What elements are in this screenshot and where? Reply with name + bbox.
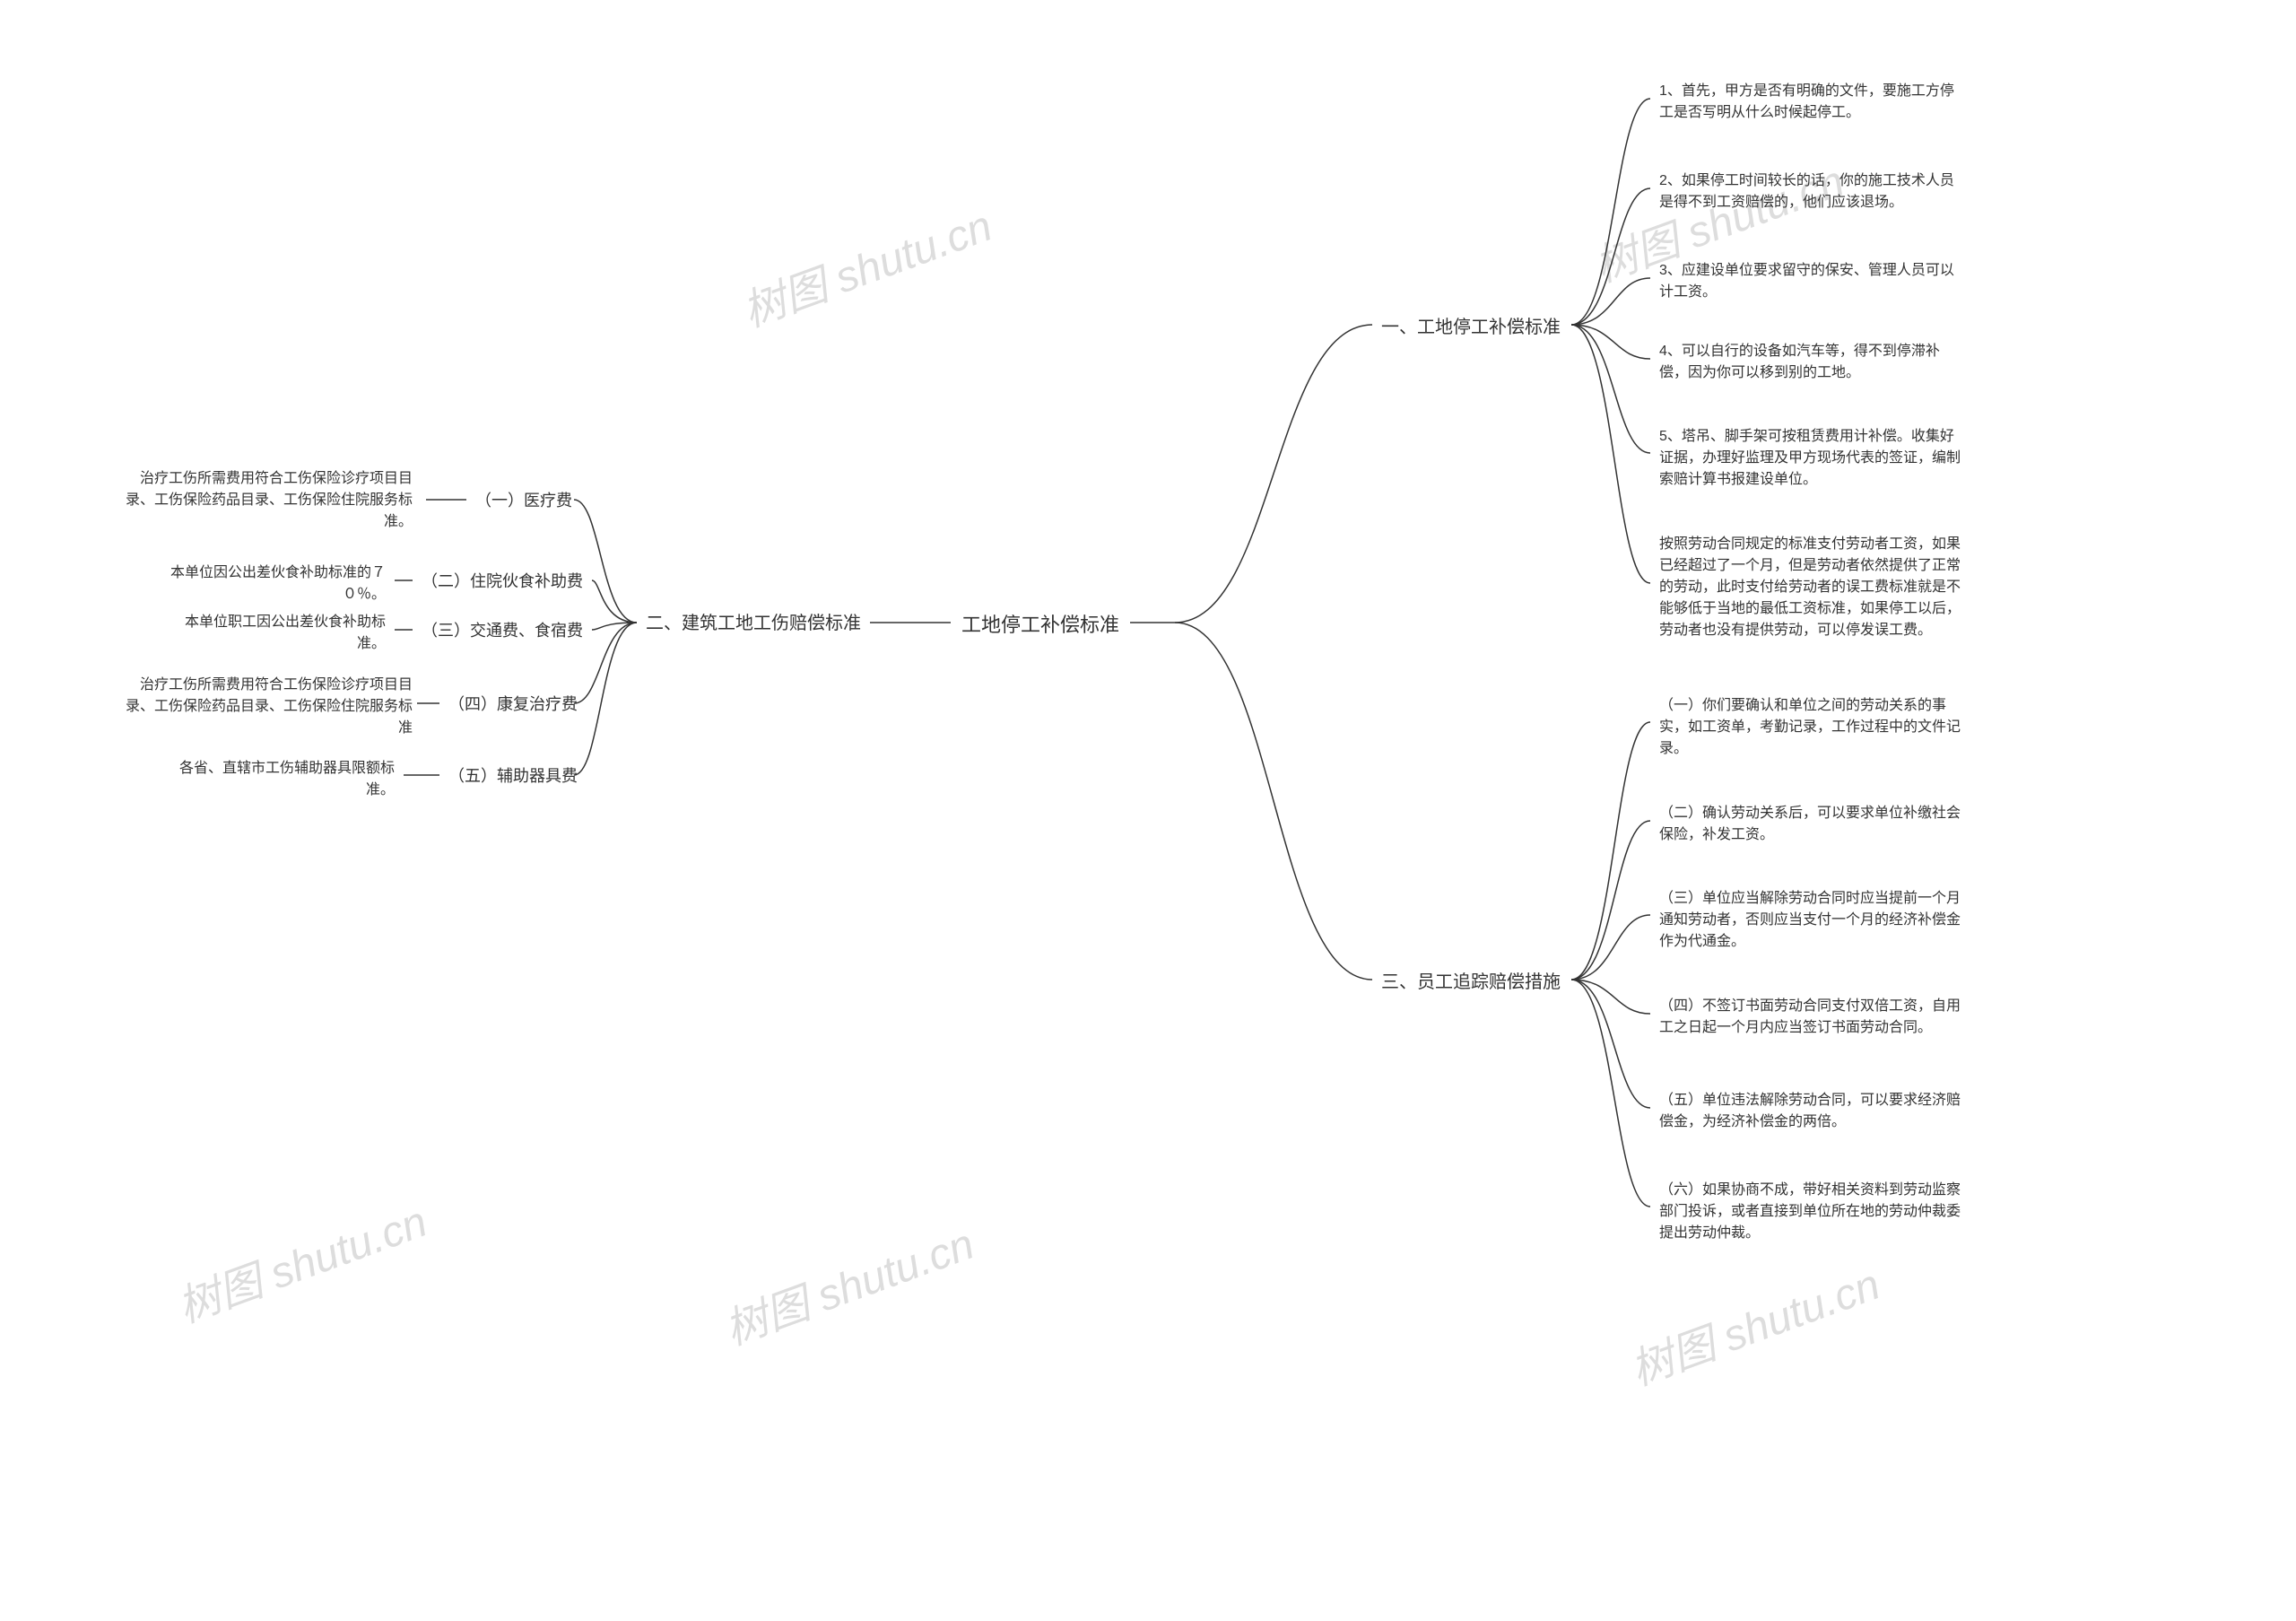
watermark: 树图 shutu.cn — [733, 190, 999, 338]
branch-2-title: 二、建筑工地工伤赔偿标准 — [646, 610, 861, 637]
branch-3-item: （一）你们要确认和单位之间的劳动关系的事实，如工资单，考勤记录，工作过程中的文件… — [1659, 695, 1964, 760]
branch-2-sub: （三）交通费、食宿费 — [422, 619, 583, 643]
branch-2-leaf: 本单位职工因公出差伙食补助标准。 — [161, 612, 386, 655]
watermark: 树图 shutu.cn — [1621, 1249, 1887, 1397]
branch-1-item: 2、如果停工时间较长的话，你的施工技术人员是得不到工资赔偿的，他们应该退场。 — [1659, 170, 1964, 214]
branch-1-item: 按照劳动合同规定的标准支付劳动者工资，如果已经超过了一个月，但是劳动者依然提供了… — [1659, 534, 1964, 641]
watermark: 树图 shutu.cn — [168, 1186, 434, 1334]
watermark: 树图 shutu.cn — [715, 1208, 981, 1356]
branch-2-sub: （一）医疗费 — [475, 489, 572, 513]
branch-1-item: 1、首先，甲方是否有明确的文件，要施工方停工是否写明从什么时候起停工。 — [1659, 81, 1964, 124]
branch-3-item: （五）单位违法解除劳动合同，可以要求经济赔偿金，为经济补偿金的两倍。 — [1659, 1090, 1964, 1133]
branch-1-item: 4、可以自行的设备如汽车等，得不到停滞补偿，因为你可以移到别的工地。 — [1659, 341, 1964, 384]
branch-2-sub: （四）康复治疗费 — [448, 693, 578, 717]
branch-3-item: （二）确认劳动关系后，可以要求单位补缴社会保险，补发工资。 — [1659, 803, 1964, 846]
branch-3-item: （六）如果协商不成，带好相关资料到劳动监察部门投诉，或者直接到单位所在地的劳动仲… — [1659, 1180, 1964, 1244]
branch-2-leaf: 各省、直辖市工伤辅助器具限额标准。 — [161, 758, 395, 801]
branch-3-title: 三、员工追踪赔偿措施 — [1381, 969, 1561, 996]
mindmap-container: 树图 shutu.cn 树图 shutu.cn 树图 shutu.cn 树图 s… — [0, 0, 2296, 1621]
branch-1-item: 5、塔吊、脚手架可按租赁费用计补偿。收集好证据，办理好监理及甲方现场代表的签证，… — [1659, 426, 1964, 491]
branch-3-item: （四）不签订书面劳动合同支付双倍工资，自用工之日起一个月内应当签订书面劳动合同。 — [1659, 996, 1964, 1039]
branch-2-leaf: 本单位因公出差伙食补助标准的７０％。 — [135, 562, 386, 606]
branch-2-leaf: 治疗工伤所需费用符合工伤保险诊疗项目目录、工伤保险药品目录、工伤保险住院服务标准 — [117, 675, 413, 739]
branch-1-title: 一、工地停工补偿标准 — [1381, 314, 1561, 341]
root-node: 工地停工补偿标准 — [961, 610, 1119, 640]
branch-3-item: （三）单位应当解除劳动合同时应当提前一个月通知劳动者，否则应当支付一个月的经济补… — [1659, 888, 1964, 953]
branch-2-leaf: 治疗工伤所需费用符合工伤保险诊疗项目目录、工伤保险药品目录、工伤保险住院服务标准… — [117, 468, 413, 533]
branch-2-sub: （五）辅助器具费 — [448, 764, 578, 789]
branch-1-item: 3、应建设单位要求留守的保安、管理人员可以计工资。 — [1659, 260, 1964, 303]
branch-2-sub: （二）住院伙食补助费 — [422, 570, 583, 594]
